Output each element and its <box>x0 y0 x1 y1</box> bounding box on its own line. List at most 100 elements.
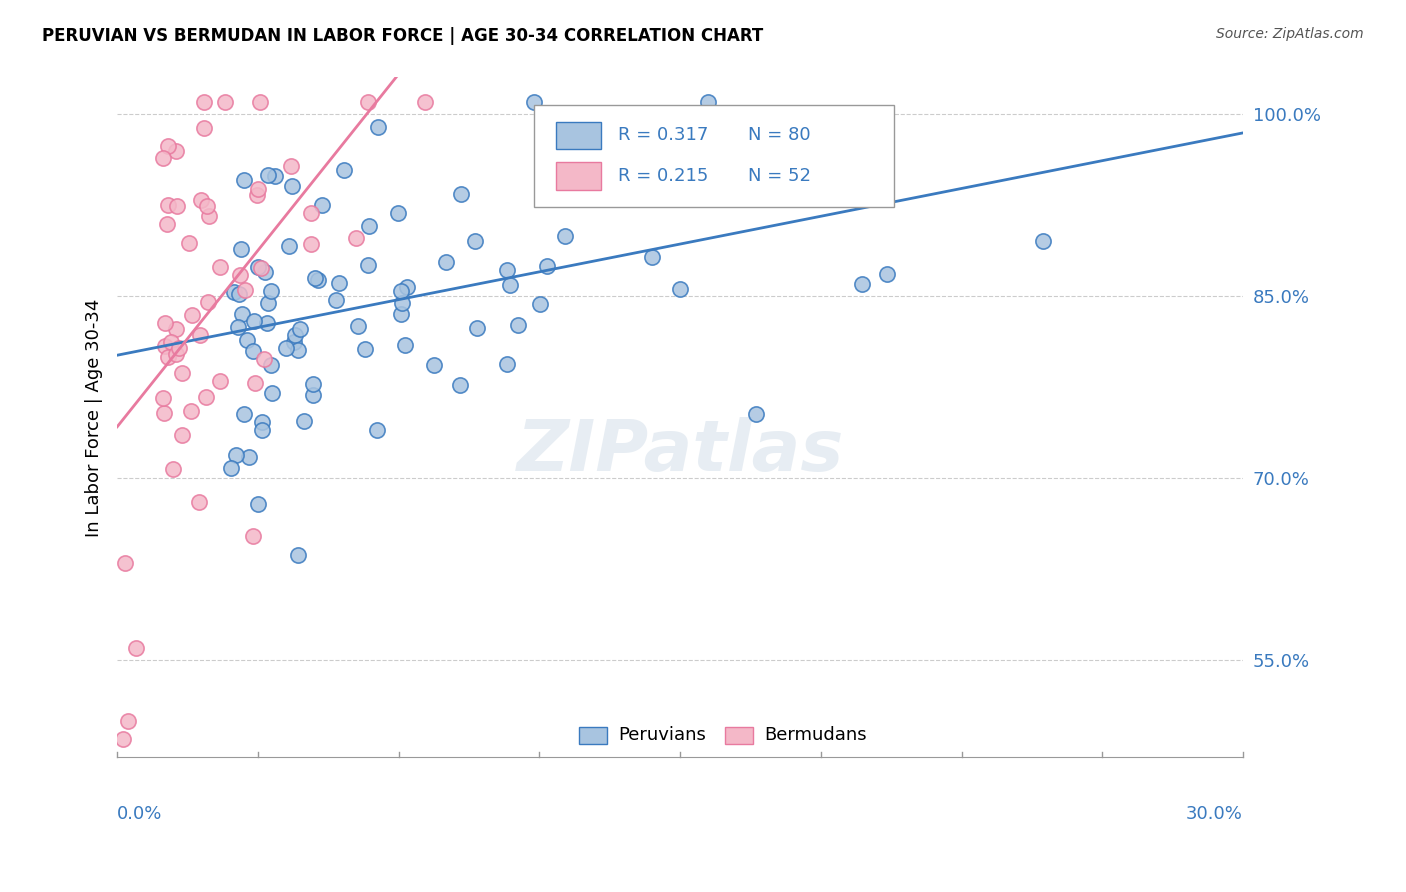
Bermudans <box>160 335 183 350</box>
Bermudans <box>165 144 187 158</box>
Peruvians <box>876 268 898 282</box>
Peruvians <box>496 262 519 277</box>
Bermudans <box>111 732 134 747</box>
Peruvians <box>523 95 546 109</box>
Bermudans <box>187 495 209 509</box>
Bermudans <box>188 328 211 343</box>
Peruvians <box>450 187 472 202</box>
Peruvians <box>465 321 488 335</box>
Bermudans <box>242 529 264 543</box>
Peruvians <box>256 168 278 182</box>
Peruvians <box>284 327 307 342</box>
Bermudans <box>117 714 139 728</box>
Peruvians <box>233 408 256 422</box>
Peruvians <box>304 271 326 285</box>
Peruvians <box>257 296 280 310</box>
Peruvians <box>219 461 242 475</box>
Peruvians <box>875 185 897 199</box>
Bermudans <box>198 209 221 223</box>
Peruvians <box>236 334 259 348</box>
Peruvians <box>238 450 260 464</box>
Peruvians <box>422 358 444 372</box>
Peruvians <box>641 250 664 264</box>
Peruvians <box>292 414 315 428</box>
Bermudans <box>156 217 179 231</box>
Bermudans <box>153 406 176 420</box>
Peruvians <box>228 320 250 334</box>
Peruvians <box>669 281 692 295</box>
Peruvians <box>260 386 283 401</box>
Text: Bermudans: Bermudans <box>765 726 868 744</box>
Peruvians <box>697 95 720 109</box>
Bermudans <box>125 641 148 656</box>
Peruvians <box>242 344 264 359</box>
Bermudans <box>165 322 187 336</box>
Peruvians <box>250 424 273 438</box>
Bermudans <box>214 95 236 109</box>
Bermudans <box>180 403 202 417</box>
Peruvians <box>288 321 311 335</box>
Peruvians <box>243 314 266 328</box>
Bermudans <box>228 268 250 282</box>
Text: N = 80: N = 80 <box>748 127 810 145</box>
Peruvians <box>387 206 409 220</box>
Peruvians <box>354 342 377 356</box>
Peruvians <box>333 163 356 178</box>
Bermudans <box>299 206 322 220</box>
Text: ZIPatlas: ZIPatlas <box>516 417 844 486</box>
Peruvians <box>389 307 412 321</box>
Text: R = 0.317: R = 0.317 <box>619 127 709 145</box>
Peruvians <box>247 260 270 274</box>
Bermudans <box>346 231 368 245</box>
Peruvians <box>529 296 551 310</box>
Bermudans <box>243 376 266 390</box>
Bermudans <box>165 347 187 361</box>
Bermudans <box>152 151 174 165</box>
Peruvians <box>229 242 252 256</box>
Peruvians <box>287 343 309 358</box>
Bermudans <box>233 283 256 297</box>
Peruvians <box>359 219 381 234</box>
Peruvians <box>260 284 283 298</box>
Text: Peruvians: Peruvians <box>619 726 706 744</box>
Bermudans <box>252 352 274 367</box>
Bermudans <box>170 427 193 442</box>
Peruvians <box>274 341 297 355</box>
Peruvians <box>253 265 276 279</box>
Text: PERUVIAN VS BERMUDAN IN LABOR FORCE | AGE 30-34 CORRELATION CHART: PERUVIAN VS BERMUDAN IN LABOR FORCE | AG… <box>42 27 763 45</box>
Text: N = 52: N = 52 <box>748 167 811 185</box>
Bermudans <box>156 351 179 365</box>
Bermudans <box>250 260 273 275</box>
Peruvians <box>301 388 323 402</box>
Bar <box>557 121 602 149</box>
Bermudans <box>181 308 204 322</box>
Peruvians <box>246 497 269 511</box>
Bermudans <box>190 194 212 208</box>
Bermudans <box>153 316 176 330</box>
Peruvians <box>250 415 273 429</box>
Bermudans <box>156 139 179 153</box>
Peruvians <box>347 318 370 333</box>
Peruvians <box>389 285 412 299</box>
Peruvians <box>311 198 333 212</box>
Peruvians <box>776 136 799 150</box>
Peruvians <box>550 190 572 204</box>
Bermudans <box>162 462 184 476</box>
Text: 0.0%: 0.0% <box>117 805 163 823</box>
Peruvians <box>278 239 301 253</box>
Bermudans <box>193 120 215 135</box>
Bermudans <box>280 159 302 173</box>
FancyBboxPatch shape <box>534 104 894 207</box>
Y-axis label: In Labor Force | Age 30-34: In Labor Force | Age 30-34 <box>86 298 103 537</box>
Peruvians <box>260 358 283 372</box>
Bermudans <box>197 199 219 213</box>
Bermudans <box>208 260 231 274</box>
Peruvians <box>228 286 250 301</box>
Text: Source: ZipAtlas.com: Source: ZipAtlas.com <box>1216 27 1364 41</box>
Peruvians <box>231 308 253 322</box>
Peruvians <box>394 338 416 352</box>
Bermudans <box>172 366 194 380</box>
Bermudans <box>195 390 218 404</box>
Peruvians <box>1032 234 1054 248</box>
Bermudans <box>166 198 188 212</box>
